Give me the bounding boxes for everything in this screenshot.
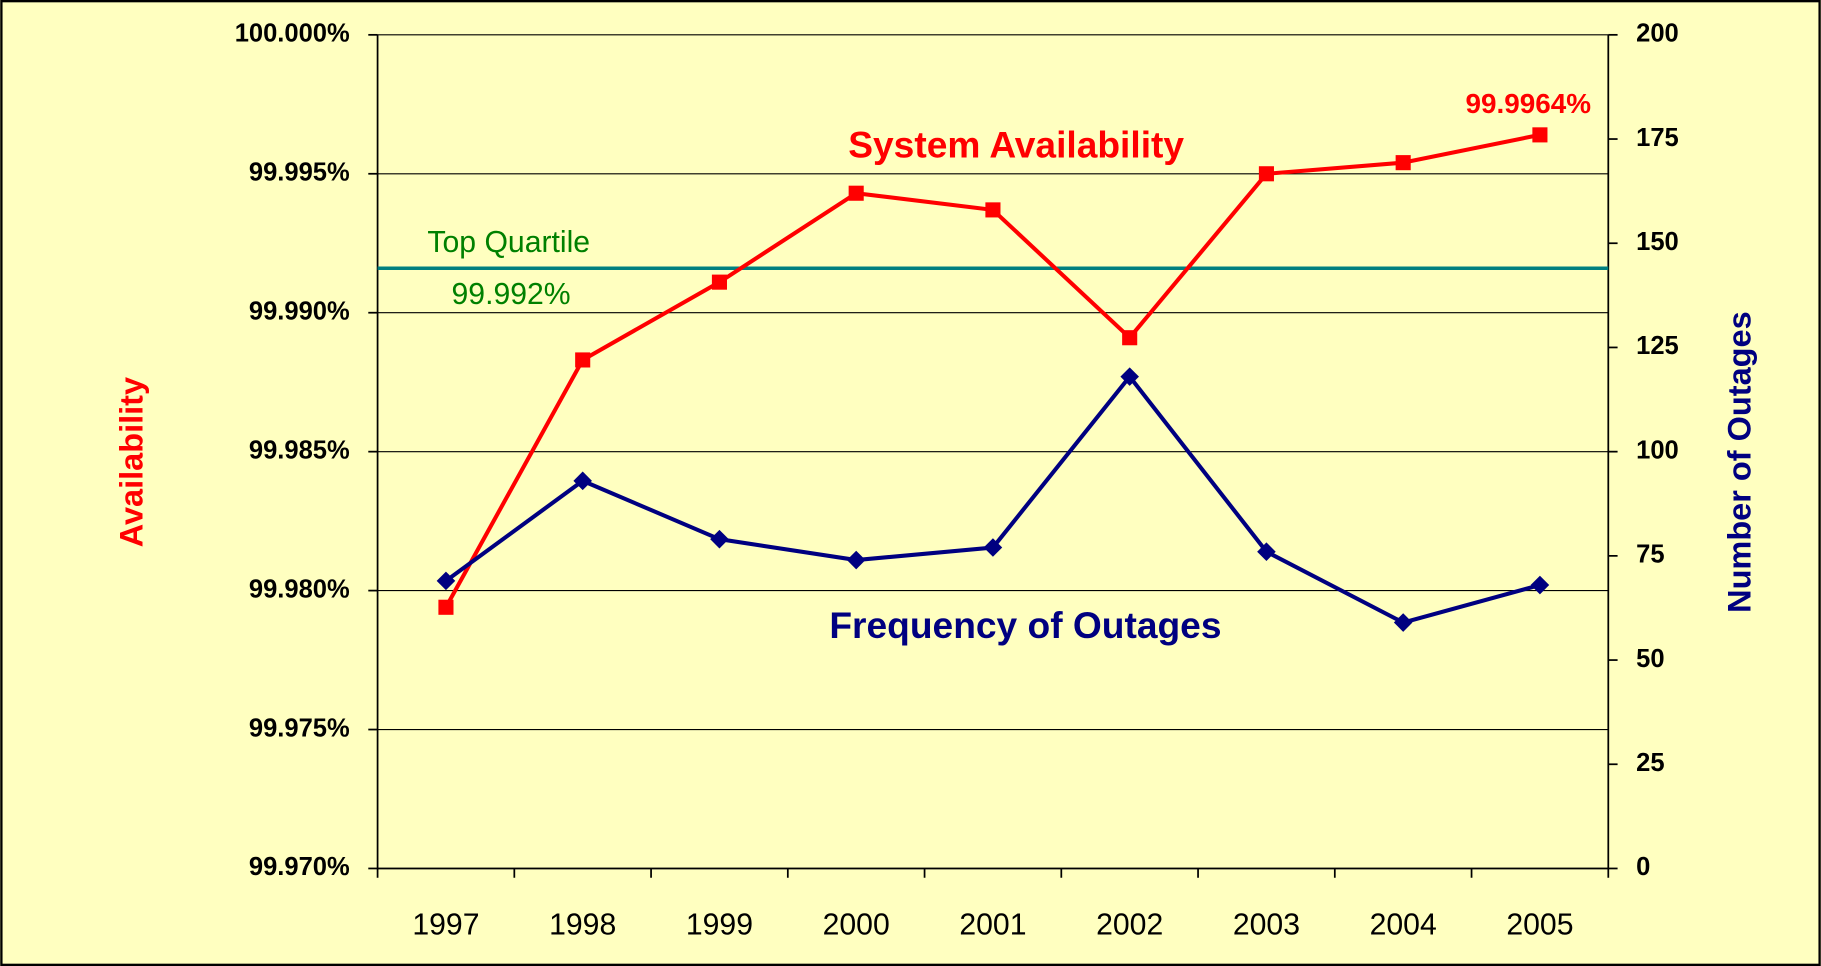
x-tick-label: 1998 <box>549 908 616 941</box>
x-tick-label: 1999 <box>686 908 753 941</box>
marker <box>1530 575 1550 595</box>
y2-tick-label: 175 <box>1636 124 1679 152</box>
marker <box>1122 330 1138 346</box>
marker <box>1395 155 1411 171</box>
y2-tick-label: 75 <box>1636 541 1664 569</box>
x-tick-label: 2002 <box>1096 908 1163 941</box>
y2-tick-label: 50 <box>1636 645 1664 673</box>
reference-label: 99.992% <box>452 278 571 311</box>
y2-tick-label: 200 <box>1636 20 1679 48</box>
y-tick-label: 99.995% <box>249 159 350 187</box>
y2-tick-label: 25 <box>1636 749 1664 777</box>
x-tick-label: 2004 <box>1370 908 1437 941</box>
marker <box>573 471 592 491</box>
series-name: Frequency of Outages <box>829 604 1221 646</box>
y2-tick-label: 100 <box>1636 436 1679 464</box>
marker <box>848 185 864 201</box>
y-tick-label: 99.990% <box>249 297 350 325</box>
y2-tick-label: 150 <box>1636 228 1679 256</box>
x-tick-label: 2000 <box>823 908 890 941</box>
marker <box>985 202 1001 218</box>
marker <box>1393 613 1413 632</box>
y-tick-label: 99.975% <box>249 714 350 742</box>
x-tick-label: 2005 <box>1506 908 1573 941</box>
marker <box>711 274 727 290</box>
data-label: 99.9964% <box>1466 88 1592 119</box>
x-tick-label: 1997 <box>412 908 479 941</box>
reference-title: Top Quartile <box>427 226 590 259</box>
y-tick-label: 99.980% <box>249 575 350 603</box>
marker <box>1258 166 1274 182</box>
y2-axis-label: Number of Outages <box>1721 311 1757 613</box>
y-tick-label: 100.000% <box>235 20 350 48</box>
marker <box>575 352 591 368</box>
x-tick-label: 2003 <box>1233 908 1300 941</box>
y2-tick-label: 125 <box>1636 332 1679 360</box>
marker <box>710 529 729 549</box>
marker <box>1532 127 1548 143</box>
y-tick-label: 99.985% <box>249 436 350 464</box>
marker <box>438 599 454 615</box>
y-axis-label: Availability <box>113 377 149 547</box>
y-tick-label: 99.970% <box>249 853 350 881</box>
series-name: System Availability <box>848 123 1184 165</box>
y2-tick-label: 0 <box>1636 853 1650 881</box>
x-tick-label: 2001 <box>959 908 1026 941</box>
